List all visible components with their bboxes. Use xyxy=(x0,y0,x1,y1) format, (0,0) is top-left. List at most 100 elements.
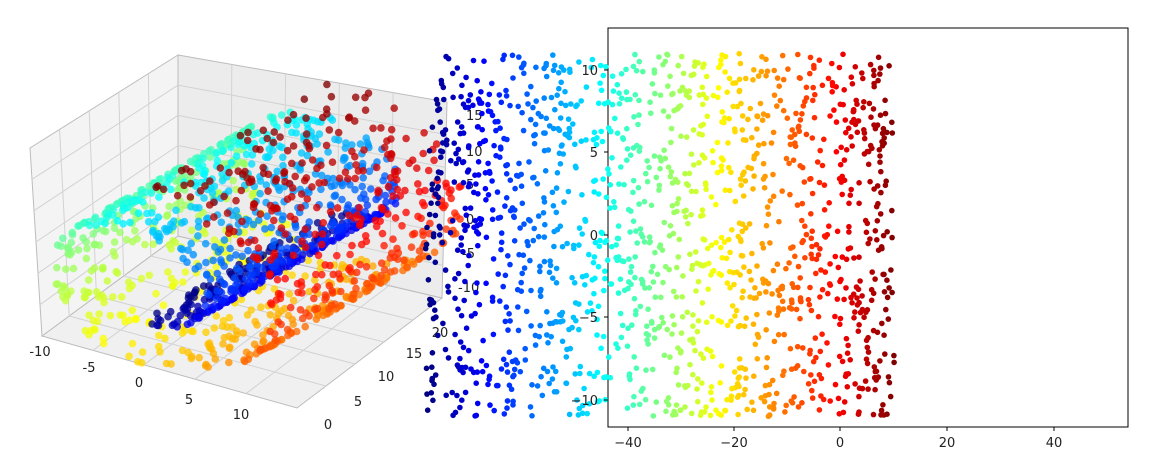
scatter-point xyxy=(452,295,458,302)
scatter-point xyxy=(465,104,472,111)
scatter-point xyxy=(400,256,408,265)
scatter-point xyxy=(201,182,209,190)
scatter-point xyxy=(504,405,510,411)
scatter-point xyxy=(736,87,743,94)
scatter-point xyxy=(314,251,323,260)
scatter-point xyxy=(837,161,844,168)
scatter-point xyxy=(90,240,98,249)
scatter-point xyxy=(708,194,715,200)
chart-3d: -10 -5 0 5 10 0 5 10 15 20 15 10 5 0 -5 … xyxy=(29,54,483,433)
scatter-point xyxy=(430,233,437,240)
scatter-point xyxy=(630,189,636,196)
scatter-point xyxy=(284,116,292,124)
scatter-point xyxy=(601,287,607,294)
scatter-point xyxy=(863,337,870,344)
scatter-point xyxy=(889,119,895,126)
scatter-point xyxy=(597,62,604,69)
scatter-point xyxy=(591,254,598,260)
scatter-point xyxy=(594,316,600,323)
scatter-point xyxy=(478,216,485,223)
scatter-point xyxy=(319,113,327,122)
scatter-point xyxy=(749,250,755,257)
scatter-point xyxy=(531,140,538,147)
scatter-point xyxy=(252,145,260,153)
scatter-point xyxy=(283,146,292,155)
scatter-point xyxy=(669,331,675,337)
scatter-point xyxy=(805,381,812,387)
scatter-point xyxy=(502,318,509,325)
scatter-point xyxy=(713,239,719,246)
scatter-point xyxy=(474,77,481,84)
scatter-point xyxy=(760,160,767,167)
scatter-point xyxy=(220,236,229,244)
scatter-point xyxy=(259,331,267,339)
scatter-point xyxy=(675,345,681,351)
scatter-point xyxy=(794,363,801,369)
scatter-point xyxy=(575,412,582,418)
scatter-point xyxy=(422,245,429,252)
scatter-point xyxy=(796,128,803,135)
scatter-point xyxy=(466,252,472,259)
scatter-point xyxy=(453,150,459,157)
scatter-point xyxy=(808,211,814,217)
scatter-point xyxy=(755,142,762,148)
scatter-point xyxy=(733,307,740,314)
scatter-point xyxy=(718,363,725,369)
scatter-point xyxy=(669,180,676,186)
scatter-point xyxy=(887,393,894,400)
scatter-point xyxy=(501,135,507,142)
scatter-point xyxy=(876,147,883,153)
scatter-point xyxy=(669,203,676,209)
scatter-point xyxy=(254,244,263,252)
scatter-point xyxy=(535,213,542,219)
scatter-point xyxy=(825,290,831,297)
scatter-point xyxy=(639,278,646,285)
scatter-point xyxy=(402,134,410,143)
scatter-point xyxy=(656,182,663,189)
scatter-point xyxy=(537,293,544,300)
scatter-point xyxy=(367,185,375,193)
scatter-point xyxy=(266,311,275,319)
scatter-point xyxy=(540,365,547,372)
scatter-point xyxy=(407,243,416,251)
scatter-point xyxy=(429,181,436,187)
scatter-point xyxy=(545,340,551,346)
scatter-point xyxy=(859,70,865,76)
scatter-point xyxy=(330,192,339,200)
scatter-point xyxy=(205,147,213,155)
scatter-point xyxy=(739,221,746,227)
scatter-point xyxy=(764,68,771,74)
scatter-point xyxy=(462,227,468,234)
scatter-point xyxy=(429,124,436,130)
scatter-point xyxy=(360,146,368,154)
scatter-point xyxy=(614,235,621,242)
scatter-point xyxy=(122,235,131,244)
scatter-point xyxy=(745,164,751,171)
scatter-point xyxy=(329,174,337,183)
grid-line xyxy=(69,315,327,387)
scatter-point xyxy=(849,81,856,87)
scatter-point xyxy=(728,393,735,400)
x-axis: −40 −20 0 20 40 xyxy=(614,427,1062,451)
scatter-point xyxy=(298,314,307,323)
scatter-point xyxy=(872,386,878,393)
scatter-point xyxy=(227,143,235,152)
scatter-point xyxy=(466,143,472,149)
scatter-point xyxy=(718,234,725,241)
scatter-point xyxy=(763,222,770,229)
scatter-point xyxy=(888,267,894,273)
scatter-point xyxy=(272,296,281,304)
scatter-point xyxy=(826,200,832,206)
scatter-point xyxy=(779,298,786,305)
scatter-point xyxy=(485,101,491,108)
scatter-point xyxy=(797,275,803,281)
scatter-point xyxy=(707,348,714,354)
scatter-point xyxy=(237,239,245,248)
scatter-point xyxy=(673,264,680,271)
scatter-point xyxy=(232,152,241,161)
scatter-point xyxy=(542,130,548,136)
scatter-point xyxy=(785,66,791,72)
scatter-point xyxy=(703,182,709,188)
scatter-point xyxy=(579,410,586,417)
scatter-point xyxy=(871,72,877,79)
